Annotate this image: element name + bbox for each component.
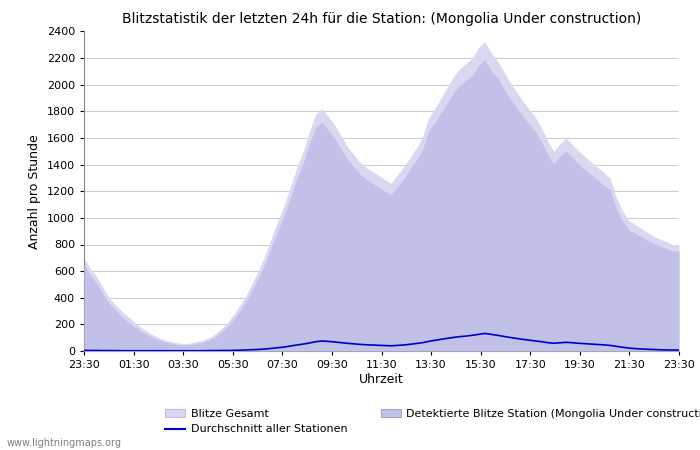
Legend: Blitze Gesamt, Durchschnitt aller Stationen, Detektierte Blitze Station (Mongoli: Blitze Gesamt, Durchschnitt aller Statio… [161, 405, 700, 439]
X-axis label: Uhrzeit: Uhrzeit [359, 373, 404, 386]
Title: Blitzstatistik der letzten 24h für die Station: (Mongolia Under construction): Blitzstatistik der letzten 24h für die S… [122, 12, 641, 26]
Text: www.lightningmaps.org: www.lightningmaps.org [7, 438, 122, 448]
Y-axis label: Anzahl pro Stunde: Anzahl pro Stunde [28, 134, 41, 248]
